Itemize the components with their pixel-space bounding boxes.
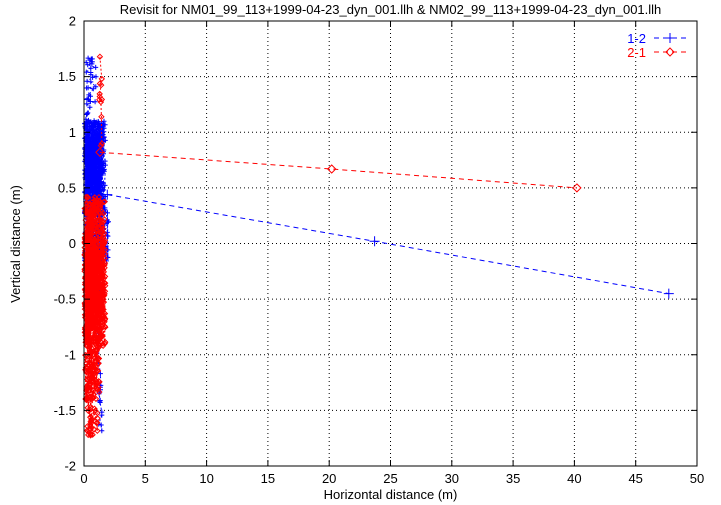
series-2-1-long-line — [99, 151, 577, 189]
series-2-1 — [81, 53, 582, 439]
x-tick-label: 0 — [80, 471, 87, 486]
y-tick-label: 0 — [69, 236, 76, 251]
series-1-2 — [82, 55, 674, 434]
y-tick-label: -1.5 — [54, 403, 76, 418]
x-tick-label: 15 — [261, 471, 275, 486]
legend-label-2-1: 2-1 — [627, 44, 646, 60]
x-tick-label: 50 — [690, 471, 704, 486]
cluster-top-strand-markers — [96, 53, 106, 149]
chart-title: Revisit for NM01_99_113+1999-04-23_dyn_0… — [119, 2, 662, 17]
x-tick-label: 30 — [445, 471, 459, 486]
y-axis-label: Vertical distance (m) — [8, 185, 23, 303]
legend-sample-line-icon — [654, 47, 686, 57]
x-tick-label: 35 — [506, 471, 520, 486]
cluster-lower-markers — [82, 338, 103, 404]
y-tick-label: 2 — [69, 14, 76, 29]
x-tick-label: 25 — [383, 471, 397, 486]
x-tick-label: 5 — [142, 471, 149, 486]
cluster-upper-strand-markers — [83, 55, 99, 126]
y-tick-label: -0.5 — [54, 292, 76, 307]
y-tick-label: 0.5 — [58, 180, 76, 195]
x-tick-label: 10 — [199, 471, 213, 486]
y-tick-label: -2 — [64, 459, 76, 474]
series-2-1-long-line-markers — [95, 147, 582, 193]
x-tick-label: 20 — [322, 471, 336, 486]
legend-sample-line-icon — [654, 33, 686, 43]
x-axis-label: Horizontal distance (m) — [323, 487, 458, 502]
legend-item-1-2: 1-2 — [627, 31, 686, 45]
y-tick-label: 1.5 — [58, 69, 76, 84]
cluster-bottom-markers — [83, 393, 101, 439]
x-tick-label: 40 — [567, 471, 581, 486]
axis-ticks — [83, 20, 698, 467]
cluster-bottom-line — [86, 396, 99, 436]
plot-frame — [83, 20, 698, 467]
series-1-2-long-line — [107, 194, 669, 295]
legend-item-2-1: 2-1 — [627, 45, 686, 59]
x-tick-label: 45 — [628, 471, 642, 486]
grid — [84, 21, 697, 466]
y-tick-label: -1 — [64, 347, 76, 362]
legend: 1-2 2-1 — [627, 31, 686, 59]
cluster-top-strand-line — [98, 56, 103, 146]
x-tick-labels: 0 5 10 15 20 25 30 35 40 45 50 — [80, 471, 704, 486]
legend-label-1-2: 1-2 — [627, 30, 646, 46]
y-tick-labels: -2 -1.5 -1 -0.5 0 0.5 1 1.5 2 — [54, 14, 76, 474]
y-tick-label: 1 — [69, 125, 76, 140]
series-1-2-long-line-markers — [102, 189, 674, 299]
